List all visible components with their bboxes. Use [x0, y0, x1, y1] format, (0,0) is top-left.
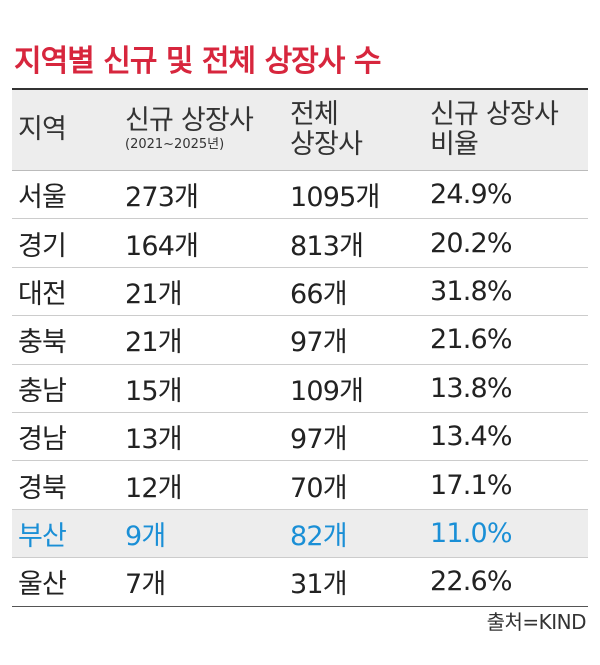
table-cell: 7개	[125, 569, 166, 601]
header-cell: 신규 상장사 비율	[430, 90, 559, 170]
table-cell: 13.8%	[430, 372, 513, 404]
header-text: 지역	[18, 114, 67, 145]
table-cell: 서울	[18, 182, 67, 214]
table-cell: 109개	[290, 375, 364, 407]
table-cell: 66개	[290, 278, 348, 310]
header-row: 지역 신규 상장사 (2021~2025년) 전체 상장사 신규 상장사 비율	[12, 90, 588, 171]
table-cell: 97개	[290, 327, 348, 359]
table-row: 서울 273개 1095개 24.9%	[12, 171, 588, 220]
table-cell: 24.9%	[430, 179, 513, 211]
table-cell: 164개	[125, 230, 199, 262]
table-cell: 13.4%	[430, 421, 513, 453]
table-cell: 11.0%	[430, 517, 513, 549]
table-cell: 97개	[290, 424, 348, 456]
table-cell: 충남	[18, 375, 67, 407]
table-cell: 70개	[290, 472, 348, 504]
header-cell: 신규 상장사 (2021~2025년)	[125, 90, 254, 170]
table-cell: 813개	[290, 230, 364, 262]
table-row: 경남 13개 97개 13.4%	[12, 413, 588, 462]
title: 지역별 신규 및 전체 상장사 수	[14, 44, 381, 79]
table-cell: 15개	[125, 375, 183, 407]
table-row: 충남 15개 109개 13.8%	[12, 365, 588, 413]
header-text: 전체	[290, 99, 339, 130]
table-cell: 대전	[18, 278, 67, 310]
table-row: 경기 164개 813개 20.2%	[12, 219, 588, 268]
source: 출처=KIND	[486, 610, 587, 634]
table-cell: 부산	[18, 520, 67, 552]
table-row: 울산 7개 31개 22.6%	[12, 558, 588, 605]
table-cell: 경남	[18, 424, 67, 456]
header-cell: 지역	[18, 90, 67, 170]
table-cell: 82개	[290, 520, 348, 552]
table-cell: 경북	[18, 472, 67, 504]
table-row: 부산 9개 82개 11.0%	[12, 509, 588, 559]
table-cell: 경기	[18, 230, 67, 262]
header-text: 상장사	[290, 129, 363, 160]
table-cell: 20.2%	[430, 227, 513, 259]
table-row: 대전 21개 66개 31.8%	[12, 268, 588, 317]
table-cell: 13개	[125, 424, 183, 456]
table-row: 경북 12개 70개 17.1%	[12, 461, 588, 510]
table-cell: 273개	[125, 182, 199, 214]
table-cell: 21.6%	[430, 324, 513, 356]
table-cell: 9개	[125, 520, 166, 552]
table-cell: 22.6%	[430, 566, 513, 598]
table-cell: 충북	[18, 327, 67, 359]
table-cell: 17.1%	[430, 469, 513, 501]
table-cell: 울산	[18, 569, 67, 601]
table-row: 충북 21개 97개 21.6%	[12, 316, 588, 365]
header-text: 신규 상장사	[430, 99, 559, 130]
table-cell: 31개	[290, 569, 348, 601]
header-text: 비율	[430, 129, 479, 160]
table-cell: 12개	[125, 472, 183, 504]
table-cell: 21개	[125, 327, 183, 359]
table-cell: 1095개	[290, 182, 380, 214]
table: 지역 신규 상장사 (2021~2025년) 전체 상장사 신규 상장사 비율 서울 273개 1…	[12, 88, 588, 607]
table-cell: 31.8%	[430, 275, 513, 307]
header-text: 신규 상장사	[125, 105, 254, 136]
header-cell: 전체 상장사	[290, 90, 363, 170]
table-cell: 21개	[125, 278, 183, 310]
header-note: (2021~2025년)	[125, 137, 225, 152]
